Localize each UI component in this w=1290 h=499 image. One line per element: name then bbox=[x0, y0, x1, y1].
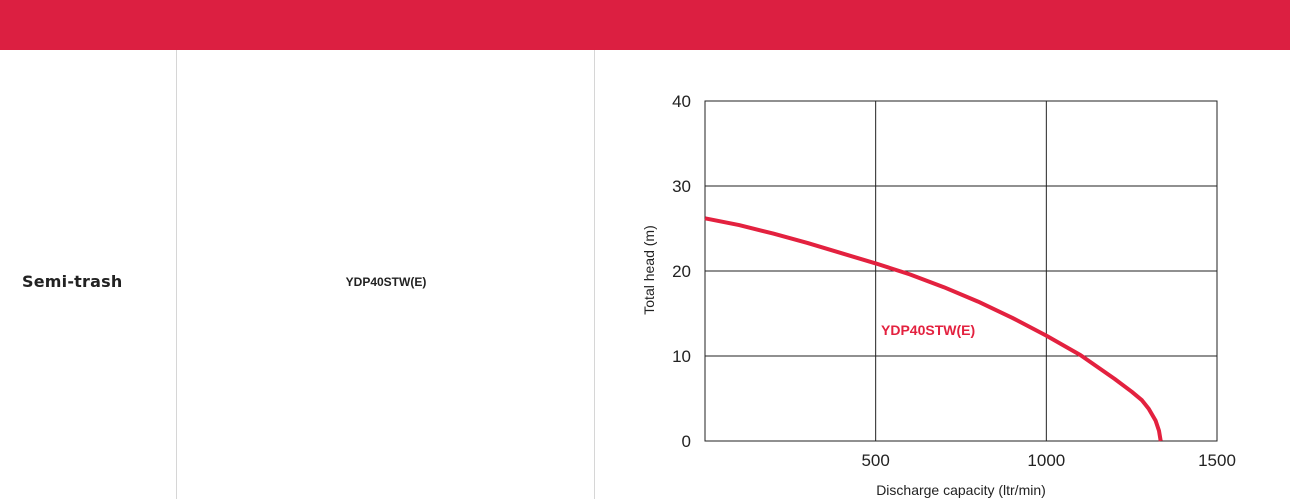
header-bar bbox=[0, 0, 1290, 50]
y-tick-label: 10 bbox=[672, 347, 691, 366]
series-line bbox=[704, 216, 1163, 442]
category-label: Semi-trash bbox=[22, 272, 123, 291]
x-tick-label: 500 bbox=[861, 451, 889, 470]
y-tick-label: 30 bbox=[672, 177, 691, 196]
model-cell: YDP40STW(E) bbox=[177, 50, 595, 499]
x-tick-label: 1000 bbox=[1027, 451, 1065, 470]
y-tick-label: 0 bbox=[682, 432, 691, 451]
chart-grid bbox=[704, 100, 1218, 442]
category-cell: Semi-trash bbox=[0, 50, 177, 499]
chart-cell: 0 10 20 30 40 500 1000 1500 Discharge capacity … bbox=[595, 50, 1290, 499]
chart-ticks: 0 10 20 30 40 500 1000 1500 bbox=[672, 92, 1236, 470]
y-tick-label: 20 bbox=[672, 262, 691, 281]
performance-chart: 0 10 20 30 40 500 1000 1500 Discharge capacity … bbox=[641, 92, 1236, 498]
y-axis-title: Total head (m) bbox=[641, 225, 657, 314]
x-tick-label: 1500 bbox=[1198, 451, 1236, 470]
series-label: YDP40STW(E) bbox=[881, 322, 975, 338]
model-label: YDP40STW(E) bbox=[345, 275, 427, 289]
chart-series bbox=[704, 216, 1163, 442]
y-tick-label: 40 bbox=[672, 92, 691, 111]
x-axis-title: Discharge capacity (ltr/min) bbox=[876, 482, 1046, 498]
table-row: Semi-trash YDP40STW(E) 0 10 20 30 40 500 1000 1… bbox=[0, 50, 1290, 499]
